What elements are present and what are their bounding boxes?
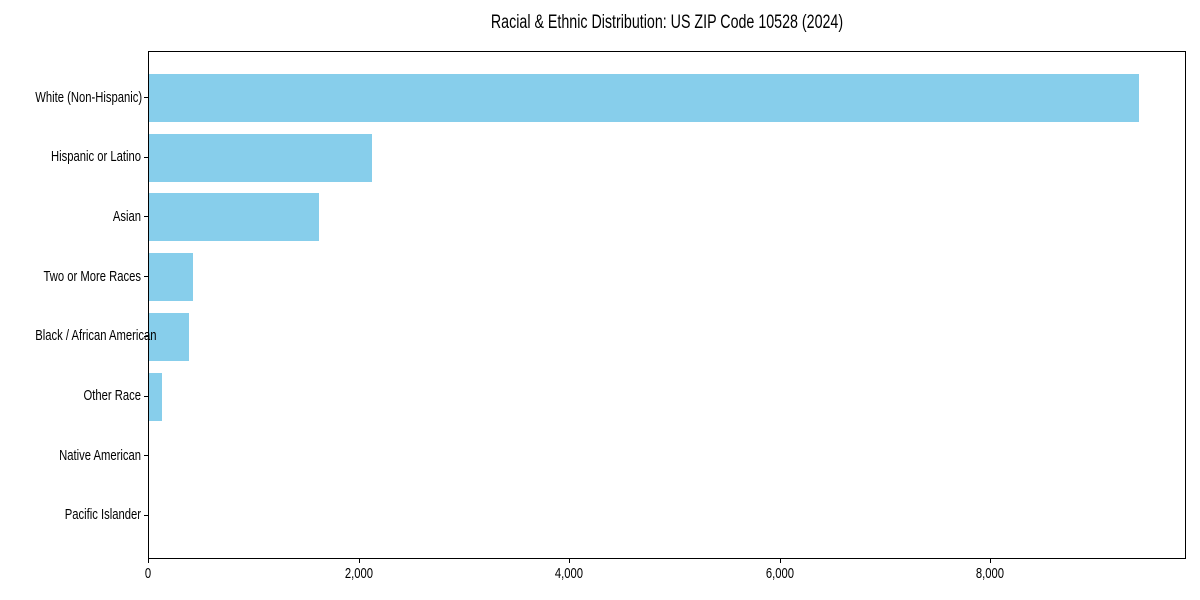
y-tick-label: Black / African American xyxy=(35,327,157,345)
plot-area xyxy=(148,51,1186,559)
bar xyxy=(149,372,162,421)
y-tick-mark xyxy=(144,395,148,397)
x-tick-label: 6,000 xyxy=(765,565,794,582)
x-tick-mark xyxy=(148,559,149,563)
y-tick-label: Other Race xyxy=(83,387,141,405)
bar xyxy=(149,312,189,361)
bar xyxy=(149,74,1139,122)
y-tick-label: White (Non-Hispanic) xyxy=(35,88,143,106)
x-tick-label: 8,000 xyxy=(976,565,1005,582)
x-tick-label: 0 xyxy=(144,565,152,582)
bar xyxy=(149,133,373,182)
x-tick-label: 2,000 xyxy=(344,565,373,582)
x-tick-mark xyxy=(358,559,360,563)
y-tick-label: Pacific Islander xyxy=(64,506,141,524)
bar xyxy=(149,253,194,302)
x-tick-label: 4,000 xyxy=(555,565,584,582)
x-tick-mark xyxy=(569,559,571,563)
y-tick-mark xyxy=(144,276,148,278)
y-tick-label: Hispanic or Latino xyxy=(50,148,141,166)
bar xyxy=(149,193,319,242)
y-tick-mark xyxy=(144,455,148,457)
y-tick-label: Asian xyxy=(112,207,141,225)
x-tick-mark xyxy=(990,559,992,563)
chart-title: Racial & Ethnic Distribution: US ZIP Cod… xyxy=(490,12,844,33)
y-tick-mark xyxy=(144,514,148,516)
x-tick-mark xyxy=(779,559,781,563)
y-tick-label: Two or More Races xyxy=(43,267,141,285)
y-tick-label: Native American xyxy=(59,446,141,464)
y-tick-mark xyxy=(144,216,148,218)
y-tick-mark xyxy=(144,156,148,158)
y-tick-mark xyxy=(144,335,148,337)
y-tick-mark xyxy=(144,97,148,98)
